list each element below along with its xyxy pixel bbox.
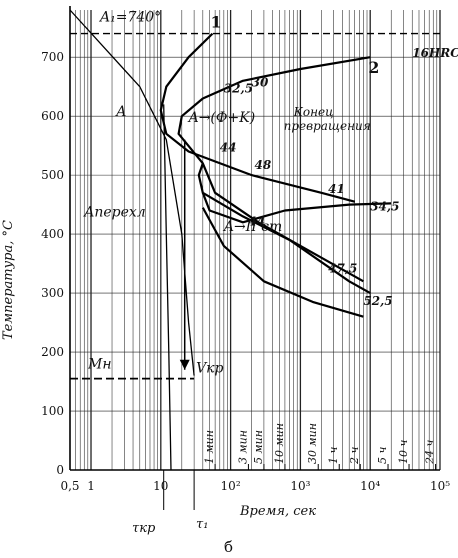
x-axis-title: Время, сек <box>239 504 316 519</box>
hardness-label: 48 <box>255 158 272 172</box>
annotation-text: Vкр <box>196 361 223 377</box>
figure-caption: б <box>224 538 233 556</box>
x-tick-label: 10 <box>153 479 168 493</box>
series-curve <box>201 207 364 318</box>
annotation-text: A <box>114 104 126 120</box>
annotation-text: превращения <box>284 119 371 133</box>
x-tick-label: 10⁵ <box>430 479 450 493</box>
y-tick-label: 0 <box>56 463 64 477</box>
hardness-label: 47,5 <box>328 261 357 275</box>
grid-layer <box>69 10 441 471</box>
x-tick-label: 0,5 <box>60 479 79 493</box>
series-curve <box>201 192 392 224</box>
y-tick-label: 100 <box>41 404 64 418</box>
time-mark-label: 10 ч <box>397 440 410 464</box>
time-mark-label: 10 мин <box>273 423 286 464</box>
x-tick-label: 1 <box>87 479 95 493</box>
x-tick-label: 10³ <box>290 479 310 493</box>
y-tick-label: 600 <box>41 109 64 123</box>
hardness-label: 32,5 <box>224 82 253 96</box>
time-mark-label: 24 ч <box>424 440 437 465</box>
time-mark-label: 1 ч <box>327 447 340 464</box>
series-label: 1 <box>210 13 221 32</box>
vkr-arrow-head <box>179 359 190 370</box>
time-mark-label: 30 мин <box>306 423 319 464</box>
y-tick-label: 400 <box>41 227 64 241</box>
time-mark-label: 5 ч <box>376 447 389 464</box>
hardness-label: 44 <box>220 141 237 155</box>
annotation-text: Aперехл <box>82 204 145 220</box>
y-tick-label: 700 <box>41 50 64 64</box>
hardness-label: 44 <box>248 214 265 228</box>
hardness-label: 16HRC <box>412 46 458 60</box>
x-tick-label: 10⁴ <box>360 479 380 493</box>
annotation-text: A→II ст <box>222 219 282 235</box>
time-mark-label: 2 ч <box>348 447 361 465</box>
y-tick-label: 200 <box>41 345 64 359</box>
annotation-text: A→(Ф+K) <box>187 110 256 126</box>
tau-1-label: τ₁ <box>196 517 208 532</box>
x-tick-label: 10² <box>221 479 241 493</box>
y-axis-title: Температура, °C <box>1 220 16 340</box>
hardness-label: 34,5 <box>370 200 399 214</box>
a1-label: A₁=740° <box>98 10 161 26</box>
y-tick-label: 300 <box>41 286 64 300</box>
time-mark-label: 1 мин <box>203 430 216 464</box>
curves-layer <box>69 9 440 510</box>
series-label: 2 <box>368 58 379 77</box>
annotation-text: Конец <box>293 105 334 119</box>
labels-layer: 0 100 200 300 400 500 600 700 0,5 1 10 10² 10³ 10⁴ 10⁵… <box>41 10 458 493</box>
series-curve <box>177 56 371 283</box>
time-mark-label: 5 мин <box>252 430 265 464</box>
mn-label: Mн <box>87 357 112 373</box>
axes-layer <box>69 6 440 471</box>
hardness-label: 52,5 <box>363 294 392 308</box>
y-tick-label: 500 <box>41 168 64 182</box>
cooling-curve <box>69 9 195 376</box>
cooling-curve <box>163 104 172 471</box>
hardness-label: 30 <box>252 76 269 90</box>
tau-kp-label: τкр <box>132 521 156 536</box>
series-curve <box>197 162 371 295</box>
series-curve <box>159 32 355 203</box>
hardness-label: 41 <box>328 182 345 196</box>
time-mark-label: 3 мин <box>236 430 249 464</box>
